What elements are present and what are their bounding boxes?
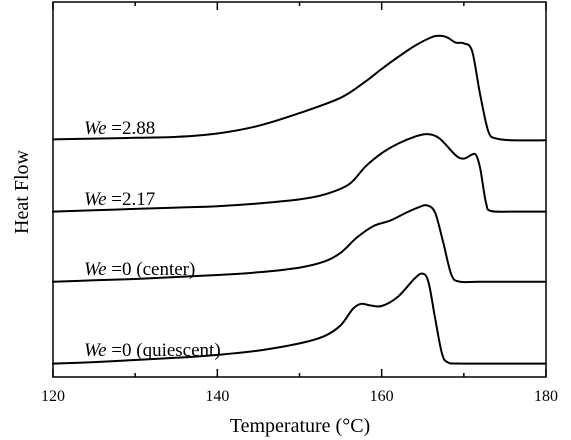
y-axis-label: Heat Flow — [11, 150, 33, 234]
x-axis-ticks: 120 140 160 180 — [41, 2, 558, 405]
x-axis-label: Temperature (°C) — [230, 415, 370, 437]
x-tick-label: 160 — [370, 388, 394, 405]
x-tick-label: 120 — [41, 388, 65, 405]
x-tick-label: 140 — [205, 388, 229, 405]
series-line — [52, 204, 547, 284]
series-label: We =2.88 — [84, 118, 155, 139]
series-label: We =0 (quiescent) — [84, 340, 221, 361]
x-tick-label: 180 — [534, 388, 558, 405]
series-labels: We =2.88 We =2.17 We =0 (center) We =0 (qui… — [84, 118, 221, 361]
series-label: We =2.17 — [84, 189, 155, 210]
series-line — [52, 34, 547, 142]
series-line — [52, 133, 547, 213]
series-line — [52, 272, 547, 365]
series-curves — [52, 34, 547, 365]
series-label: We =0 (center) — [84, 259, 195, 280]
